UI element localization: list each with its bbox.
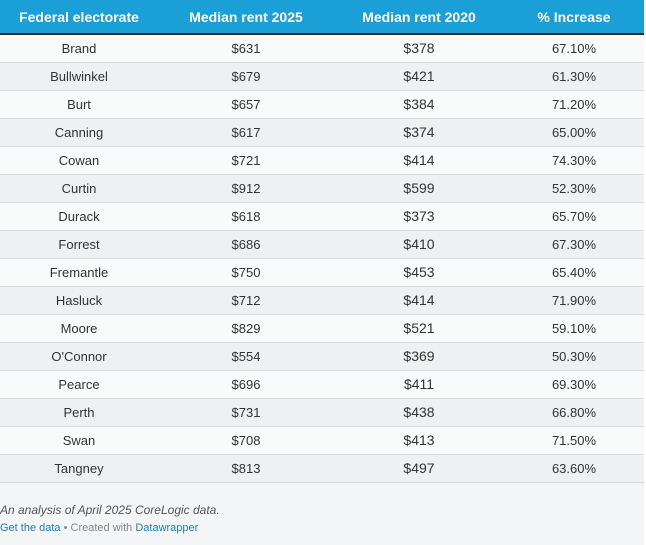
cell-electorate: Pearce	[0, 370, 158, 399]
cell-increase: 71.90%	[504, 286, 644, 315]
cell-rent-2025: $696	[158, 370, 334, 399]
cell-rent-2020: $497	[334, 454, 504, 483]
cell-increase: 69.30%	[504, 370, 644, 399]
header-median-rent-2025[interactable]: Median rent 2025	[158, 0, 334, 35]
table-row: Fremantle $750 $453 65.40%	[0, 258, 644, 287]
cell-electorate: Tangney	[0, 454, 158, 483]
cell-increase: 63.60%	[504, 454, 644, 483]
cell-increase: 67.10%	[504, 34, 644, 63]
cell-electorate: Swan	[0, 426, 158, 455]
header-percent-increase[interactable]: % Increase	[504, 0, 644, 35]
cell-rent-2020: $414	[334, 286, 504, 315]
cell-rent-2020: $373	[334, 202, 504, 231]
cell-rent-2025: $617	[158, 118, 334, 147]
get-the-data-link[interactable]: Get the data	[0, 522, 61, 534]
table-row: Canning $617 $374 65.00%	[0, 118, 644, 147]
cell-rent-2025: $631	[158, 34, 334, 63]
table-row: O'Connor $554 $369 50.30%	[0, 342, 644, 371]
cell-rent-2025: $813	[158, 454, 334, 483]
cell-rent-2020: $369	[334, 342, 504, 371]
table-row: Burt $657 $384 71.20%	[0, 90, 644, 119]
table-row: Moore $829 $521 59.10%	[0, 314, 644, 343]
table-row: Durack $618 $373 65.70%	[0, 202, 644, 231]
cell-rent-2025: $721	[158, 146, 334, 175]
cell-rent-2025: $912	[158, 174, 334, 203]
footer-links: Get the data • Created with Datawrapper	[0, 522, 198, 534]
cell-rent-2025: $679	[158, 62, 334, 91]
header-federal-electorate[interactable]: Federal electorate	[0, 0, 158, 35]
created-with-text: • Created with	[60, 522, 136, 534]
cell-rent-2025: $618	[158, 202, 334, 231]
table-row: Cowan $721 $414 74.30%	[0, 146, 644, 175]
cell-increase: 65.00%	[504, 118, 644, 147]
cell-increase: 61.30%	[504, 62, 644, 91]
cell-increase: 71.20%	[504, 90, 644, 119]
cell-increase: 66.80%	[504, 398, 644, 427]
cell-rent-2020: $438	[334, 398, 504, 427]
cell-electorate: Moore	[0, 314, 158, 343]
cell-electorate: Fremantle	[0, 258, 158, 287]
cell-rent-2020: $599	[334, 174, 504, 203]
cell-increase: 59.10%	[504, 314, 644, 343]
cell-rent-2020: $421	[334, 62, 504, 91]
cell-electorate: Canning	[0, 118, 158, 147]
header-row: Federal electorate Median rent 2025 Medi…	[0, 0, 644, 35]
table-row: Tangney $813 $497 63.60%	[0, 454, 644, 483]
cell-electorate: Bullwinkel	[0, 62, 158, 91]
datawrapper-link[interactable]: Datawrapper	[135, 522, 199, 534]
cell-electorate: Perth	[0, 398, 158, 427]
table-row: Hasluck $712 $414 71.90%	[0, 286, 644, 315]
cell-electorate: O'Connor	[0, 342, 158, 371]
table-row: Swan $708 $413 71.50%	[0, 426, 644, 455]
cell-rent-2025: $708	[158, 426, 334, 455]
cell-electorate: Durack	[0, 202, 158, 231]
table-row: Bullwinkel $679 $421 61.30%	[0, 62, 644, 91]
cell-rent-2025: $657	[158, 90, 334, 119]
cell-electorate: Cowan	[0, 146, 158, 175]
cell-increase: 71.50%	[504, 426, 644, 455]
cell-rent-2020: $413	[334, 426, 504, 455]
cell-increase: 67.30%	[504, 230, 644, 259]
cell-increase: 65.70%	[504, 202, 644, 231]
cell-increase: 52.30%	[504, 174, 644, 203]
cell-rent-2025: $829	[158, 314, 334, 343]
cell-rent-2025: $554	[158, 342, 334, 371]
table-row: Forrest $686 $410 67.30%	[0, 230, 644, 259]
table-row: Pearce $696 $411 69.30%	[0, 370, 644, 399]
cell-rent-2025: $750	[158, 258, 334, 287]
cell-increase: 65.40%	[504, 258, 644, 287]
table-body: Brand $631 $378 67.10% Bullwinkel $679 $421 61.…	[0, 34, 644, 483]
rent-table: Federal electorate Median rent 2025 Medi…	[0, 0, 644, 483]
cell-rent-2025: $712	[158, 286, 334, 315]
table-row: Curtin $912 $599 52.30%	[0, 174, 644, 203]
header-median-rent-2020[interactable]: Median rent 2020	[334, 0, 504, 35]
table-row: Perth $731 $438 66.80%	[0, 398, 644, 427]
cell-rent-2020: $384	[334, 90, 504, 119]
cell-electorate: Brand	[0, 34, 158, 63]
cell-electorate: Forrest	[0, 230, 158, 259]
cell-rent-2020: $374	[334, 118, 504, 147]
cell-rent-2025: $686	[158, 230, 334, 259]
cell-rent-2020: $414	[334, 146, 504, 175]
cell-increase: 50.30%	[504, 342, 644, 371]
cell-rent-2020: $453	[334, 258, 504, 287]
table-row: Brand $631 $378 67.10%	[0, 34, 644, 63]
cell-increase: 74.30%	[504, 146, 644, 175]
footer-note: An analysis of April 2025 CoreLogic data…	[0, 503, 220, 517]
cell-electorate: Curtin	[0, 174, 158, 203]
cell-electorate: Hasluck	[0, 286, 158, 315]
cell-rent-2020: $411	[334, 370, 504, 399]
cell-rent-2020: $410	[334, 230, 504, 259]
cell-rent-2025: $731	[158, 398, 334, 427]
cell-electorate: Burt	[0, 90, 158, 119]
cell-rent-2020: $378	[334, 34, 504, 63]
table-header: Federal electorate Median rent 2025 Medi…	[0, 0, 644, 35]
cell-rent-2020: $521	[334, 314, 504, 343]
